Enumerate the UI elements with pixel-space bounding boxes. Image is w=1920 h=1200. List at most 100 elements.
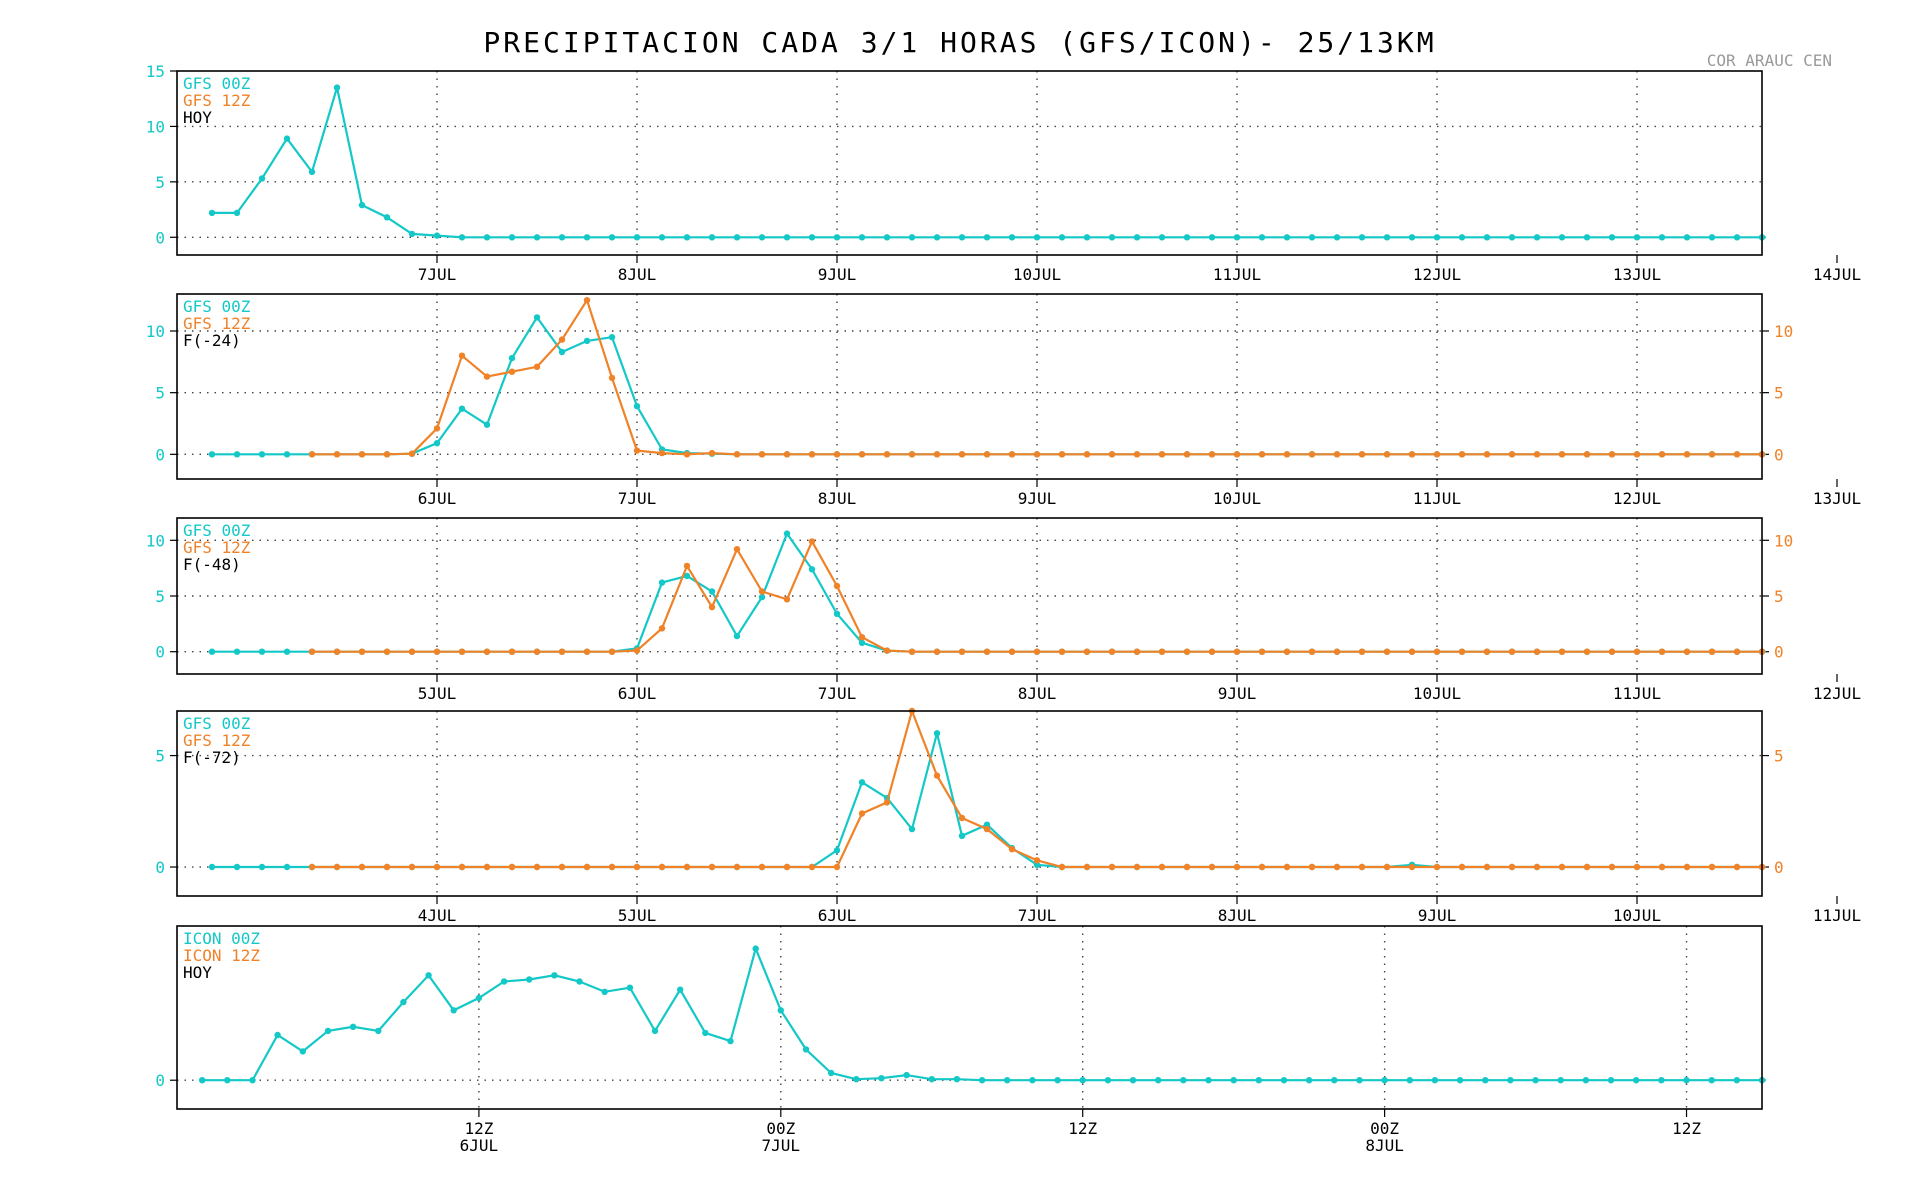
x-tick-label: 13JUL bbox=[1613, 265, 1661, 284]
data-point bbox=[1458, 863, 1466, 871]
data-point bbox=[450, 1007, 457, 1014]
data-point bbox=[683, 863, 691, 871]
data-point bbox=[1033, 234, 1041, 241]
data-point bbox=[858, 234, 866, 241]
data-point bbox=[708, 863, 716, 871]
series-gfs-00z bbox=[208, 530, 1790, 655]
data-point bbox=[1533, 648, 1541, 655]
data-point bbox=[783, 234, 791, 241]
data-point bbox=[1633, 234, 1641, 241]
data-point bbox=[583, 234, 591, 241]
data-point bbox=[1508, 648, 1516, 655]
data-point bbox=[727, 1037, 734, 1045]
data-point bbox=[1433, 234, 1441, 241]
data-point bbox=[958, 814, 966, 822]
data-point bbox=[1557, 1077, 1564, 1084]
data-point bbox=[908, 825, 916, 833]
y-tick-label: 0 bbox=[155, 858, 165, 877]
data-point bbox=[1283, 648, 1291, 655]
series-gfs-00z bbox=[208, 730, 1766, 871]
data-point bbox=[1308, 648, 1316, 655]
data-point bbox=[258, 648, 266, 655]
data-point bbox=[1108, 451, 1116, 458]
data-point bbox=[383, 451, 391, 458]
data-point bbox=[983, 821, 991, 828]
data-point bbox=[853, 1076, 860, 1083]
legend-entry: HOY bbox=[183, 108, 212, 127]
data-point bbox=[1458, 234, 1466, 241]
data-point bbox=[458, 405, 466, 412]
data-point bbox=[1308, 234, 1316, 241]
data-point bbox=[1483, 863, 1491, 871]
data-point bbox=[1381, 1077, 1388, 1084]
data-point bbox=[508, 234, 516, 241]
data-point bbox=[1158, 648, 1166, 655]
data-point bbox=[1283, 863, 1291, 871]
data-point bbox=[1733, 451, 1741, 458]
data-point bbox=[1258, 863, 1266, 871]
data-point bbox=[224, 1077, 231, 1084]
y-tick-label: 0 bbox=[155, 445, 165, 464]
data-point bbox=[1158, 863, 1166, 871]
data-point bbox=[1408, 451, 1416, 458]
y-tick-label: 5 bbox=[155, 384, 165, 403]
data-point bbox=[1208, 451, 1216, 458]
data-point bbox=[1583, 451, 1591, 458]
data-point bbox=[1058, 863, 1066, 871]
data-point bbox=[508, 368, 516, 375]
data-point bbox=[1358, 234, 1366, 241]
data-point bbox=[878, 1075, 885, 1082]
data-point bbox=[802, 1046, 810, 1053]
data-point bbox=[358, 648, 366, 655]
data-point bbox=[858, 810, 866, 817]
data-point bbox=[658, 625, 666, 632]
y-tick-label: 0 bbox=[155, 643, 165, 662]
data-point bbox=[633, 403, 641, 410]
y-tick-label-right: 0 bbox=[1774, 858, 1784, 877]
x-tick-label: 12Z bbox=[1672, 1119, 1701, 1138]
legend-entry: GFS 12Z bbox=[183, 91, 251, 110]
x-tick-label: 7JUL bbox=[618, 489, 657, 508]
data-point bbox=[583, 337, 591, 345]
data-point bbox=[558, 648, 566, 655]
data-point bbox=[708, 603, 716, 611]
legend-entry: GFS 00Z bbox=[183, 714, 251, 733]
data-point bbox=[651, 1027, 659, 1035]
x-tick-label: 7JUL bbox=[418, 265, 457, 284]
series-gfs-00z bbox=[208, 314, 1766, 458]
data-point bbox=[833, 451, 841, 458]
data-point bbox=[1183, 863, 1191, 871]
data-point bbox=[858, 634, 866, 641]
series-line bbox=[202, 945, 1766, 1082]
data-point bbox=[408, 863, 416, 871]
data-point bbox=[1733, 1077, 1741, 1084]
data-point bbox=[1784, 234, 1790, 240]
data-point bbox=[1809, 864, 1815, 870]
data-point bbox=[1083, 234, 1091, 241]
data-point bbox=[1158, 451, 1166, 458]
legend-entry: GFS 12Z bbox=[183, 538, 251, 557]
data-point bbox=[1532, 1077, 1539, 1084]
data-point bbox=[1458, 451, 1466, 458]
data-point bbox=[1408, 234, 1416, 241]
data-point bbox=[1383, 863, 1391, 871]
data-point bbox=[1208, 863, 1216, 871]
x-tick-label: 11JUL bbox=[1213, 265, 1261, 284]
data-point bbox=[758, 451, 766, 458]
series-gfs-12z bbox=[308, 297, 1766, 458]
data-point bbox=[458, 234, 466, 241]
panel-frame bbox=[176, 710, 1763, 897]
data-point bbox=[1784, 649, 1790, 655]
data-point bbox=[1283, 451, 1291, 458]
chart-panel-4: 4JUL 5JUL 6JUL 7JUL 8JUL 9JUL 10JUL 11JUL 0 0 5 5 GF… bbox=[155, 707, 1861, 925]
y-tick-label: 5 bbox=[155, 747, 165, 766]
x-tick-label: 8JUL bbox=[1218, 906, 1257, 925]
data-point bbox=[1280, 1077, 1288, 1084]
x-tick-label: 11JUL bbox=[1613, 684, 1661, 703]
data-point bbox=[1708, 234, 1716, 241]
x-tick-label: 7JUL bbox=[1018, 906, 1057, 925]
data-point bbox=[933, 648, 941, 655]
data-point bbox=[1308, 863, 1316, 871]
data-point bbox=[783, 451, 791, 458]
